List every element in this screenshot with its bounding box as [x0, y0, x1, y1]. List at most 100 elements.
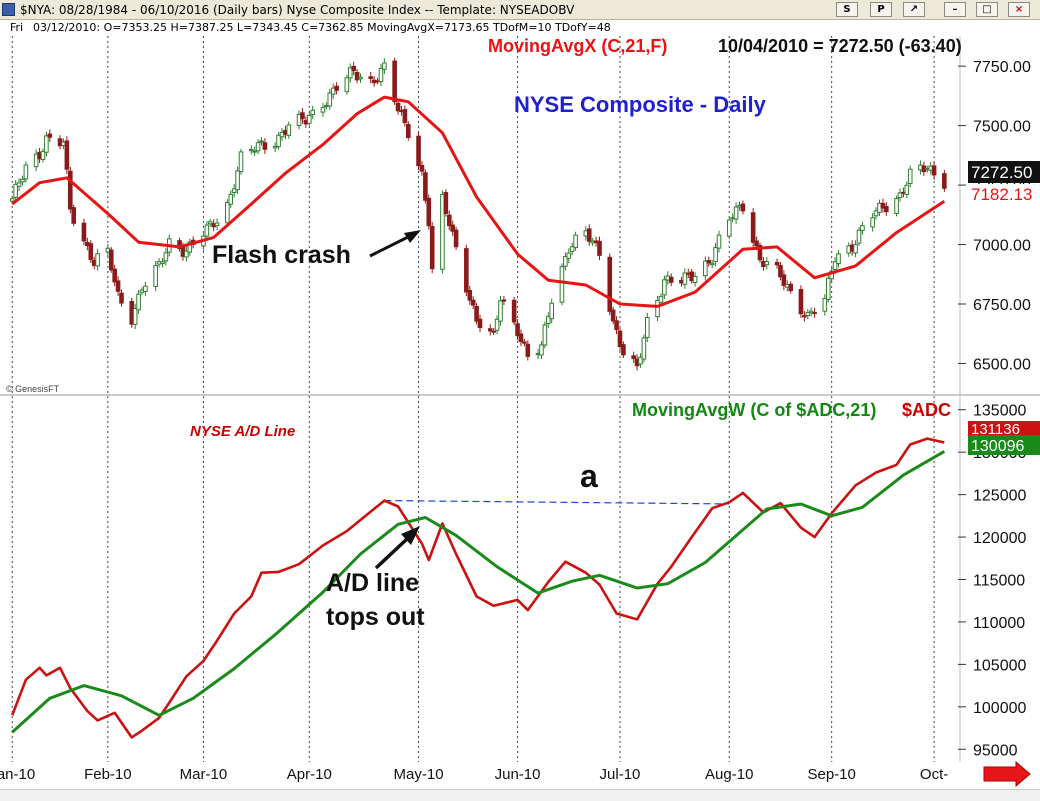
price-candle-body — [511, 299, 517, 323]
price-candle-body — [214, 222, 220, 227]
maximize-icon[interactable]: □ — [976, 2, 998, 17]
ad-last-ma-badge — [968, 435, 1040, 455]
price-candle-body — [300, 112, 305, 120]
price-candle-body — [631, 355, 636, 360]
price-candle-body — [607, 256, 613, 312]
price-candle-body — [259, 140, 264, 143]
price-candle-body — [774, 261, 780, 266]
price-candle-body — [494, 318, 500, 331]
price-candle-body — [406, 123, 411, 138]
price-candle-body — [382, 62, 387, 70]
s-button[interactable]: S — [836, 2, 858, 17]
price-candle-body — [44, 135, 49, 153]
ad-tick-label: 100000 — [973, 700, 1026, 717]
last-ma-value: 7182.13 — [971, 185, 1032, 204]
price-candle-body — [750, 212, 756, 243]
price-candle-body — [713, 247, 718, 263]
price-candle-body — [638, 356, 643, 365]
close-icon[interactable]: × — [1008, 2, 1030, 17]
ad-tops-out-line2: tops out — [326, 603, 425, 631]
price-candle-body — [204, 224, 210, 237]
ad-last-value-badge — [968, 421, 1040, 435]
x-tick-label: Jul-10 — [600, 766, 641, 783]
price-candle-body — [327, 92, 333, 107]
price-candle-body — [907, 168, 913, 185]
price-candle-body — [330, 87, 336, 95]
horizontal-scrollbar[interactable] — [0, 789, 1040, 801]
price-candle-body — [81, 222, 87, 242]
price-candle-body — [655, 299, 660, 318]
price-candle-body — [501, 299, 507, 302]
price-candle-body — [429, 226, 435, 270]
price-chart-title: NYSE Composite - Daily — [514, 92, 767, 117]
price-candle-body — [740, 203, 746, 212]
price-candle-body — [184, 250, 189, 258]
ad-arrowhead — [401, 526, 420, 545]
price-candle-body — [621, 344, 626, 356]
ad-last-ma-value: 130096 — [971, 438, 1024, 455]
minimize-icon[interactable]: – — [944, 2, 966, 17]
app-icon — [2, 3, 15, 16]
price-candle-body — [716, 234, 722, 249]
price-candle-body — [163, 252, 169, 262]
price-candle-body — [426, 197, 432, 227]
price-candle-body — [286, 124, 292, 136]
price-candle-body — [549, 302, 555, 320]
p-button[interactable]: P — [870, 2, 892, 17]
price-candle-body — [402, 109, 408, 124]
price-candle-body — [347, 67, 353, 79]
price-candle-body — [225, 202, 230, 224]
last-ma-badge — [968, 184, 1040, 205]
price-tick-label: 6500.00 — [973, 356, 1031, 373]
price-candle-body — [597, 240, 602, 256]
price-candle-body — [788, 283, 794, 292]
price-candle-body — [419, 164, 425, 172]
price-candle-body — [453, 229, 459, 248]
price-candle-body — [617, 330, 623, 348]
price-candle-body — [942, 173, 947, 189]
ad-tick-label: 105000 — [973, 657, 1026, 674]
price-candle-body — [658, 295, 664, 303]
price-candle-body — [334, 85, 339, 91]
price-candle-body — [764, 261, 770, 266]
price-candle-body — [559, 266, 565, 303]
price-candle-body — [20, 178, 25, 183]
x-tick-label: Mar-10 — [180, 766, 228, 783]
popout-icon[interactable]: ↗ — [903, 2, 925, 17]
price-candle-body — [231, 188, 237, 193]
ad-tick-label: 110000 — [973, 615, 1025, 632]
ad-tick-label: 115000 — [973, 573, 1025, 590]
last-price-badge — [968, 161, 1040, 183]
price-candle-body — [539, 344, 544, 356]
price-candle-body — [344, 77, 350, 93]
price-ma-label: MovingAvgX (C,21,F) — [488, 36, 667, 56]
price-candle-body — [446, 214, 452, 227]
x-tick-label: Jun-10 — [495, 766, 541, 783]
price-candle-body — [853, 244, 858, 254]
price-candle-body — [235, 170, 240, 191]
price-candle-body — [310, 109, 315, 116]
price-candle-body — [808, 310, 814, 314]
price-candle-body — [423, 172, 428, 201]
price-candle-body — [306, 114, 312, 124]
price-candle-body — [255, 142, 261, 152]
price-candle-body — [112, 268, 117, 283]
day-label: Fri — [10, 21, 24, 34]
x-tick-label: Apr-10 — [287, 766, 332, 783]
price-candle-body — [682, 272, 688, 285]
ad-tick-label: 125000 — [973, 488, 1026, 505]
x-tick-label: Feb-10 — [84, 766, 132, 783]
price-candle-body — [47, 133, 53, 138]
ad-tick-label: 120000 — [973, 530, 1026, 547]
price-candle-body — [586, 228, 592, 242]
scroll-right-arrow-icon[interactable] — [983, 760, 1031, 788]
flash-crash-arrow-shaft — [369, 234, 411, 258]
price-candle-body — [88, 243, 94, 260]
price-candle-body — [542, 324, 548, 346]
price-candle-body — [904, 184, 910, 195]
price-candle-body — [207, 221, 213, 225]
ad-moving-average-line — [11, 450, 946, 734]
price-candle-body — [757, 245, 763, 261]
price-candle-body — [692, 276, 698, 283]
price-candle-body — [778, 265, 783, 278]
